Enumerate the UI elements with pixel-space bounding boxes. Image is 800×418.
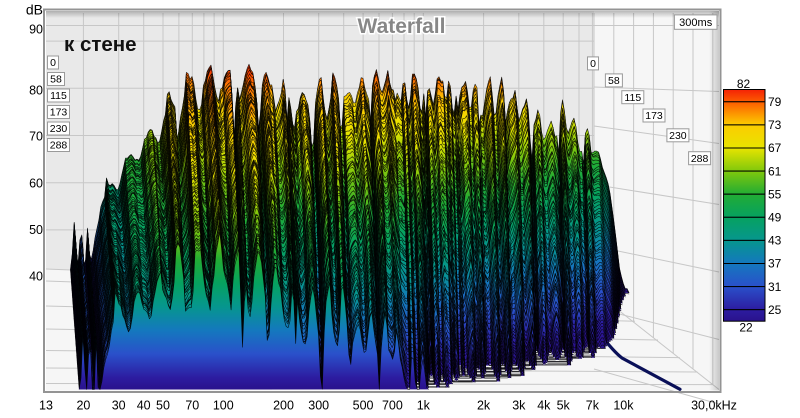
svg-text:58: 58 <box>50 74 62 86</box>
svg-text:2k: 2k <box>477 398 491 412</box>
svg-text:500: 500 <box>353 398 374 412</box>
svg-text:90: 90 <box>29 23 43 37</box>
svg-text:115: 115 <box>624 92 641 104</box>
svg-text:20: 20 <box>76 398 90 412</box>
svg-text:40: 40 <box>29 269 43 283</box>
svg-text:288: 288 <box>50 140 68 152</box>
svg-text:115: 115 <box>50 90 67 102</box>
svg-text:230: 230 <box>50 123 68 135</box>
svg-text:30,0kHz: 30,0kHz <box>691 398 737 412</box>
svg-text:0: 0 <box>50 57 56 69</box>
svg-text:50: 50 <box>156 398 170 412</box>
svg-text:43: 43 <box>768 234 782 248</box>
svg-text:100: 100 <box>213 398 234 412</box>
svg-text:25: 25 <box>768 303 782 317</box>
svg-text:173: 173 <box>50 107 68 119</box>
svg-text:50: 50 <box>29 223 43 237</box>
svg-text:40: 40 <box>137 398 151 412</box>
svg-text:13: 13 <box>39 398 53 412</box>
svg-text:3k: 3k <box>512 398 526 412</box>
svg-text:173: 173 <box>645 110 663 122</box>
svg-text:Waterfall: Waterfall <box>358 15 446 38</box>
svg-text:70: 70 <box>185 398 199 412</box>
svg-text:60: 60 <box>29 176 43 190</box>
svg-text:200: 200 <box>273 398 294 412</box>
svg-text:4k: 4k <box>537 398 551 412</box>
svg-text:dB: dB <box>26 2 43 18</box>
svg-text:700: 700 <box>382 398 403 412</box>
svg-text:7k: 7k <box>586 398 600 412</box>
svg-text:10k: 10k <box>613 398 634 412</box>
svg-text:288: 288 <box>691 153 709 165</box>
svg-text:55: 55 <box>768 187 782 201</box>
svg-text:37: 37 <box>768 257 782 271</box>
svg-text:31: 31 <box>768 280 782 294</box>
svg-text:79: 79 <box>768 95 782 109</box>
svg-text:49: 49 <box>768 211 782 225</box>
svg-text:5k: 5k <box>557 398 571 412</box>
svg-text:300: 300 <box>308 398 329 412</box>
svg-text:61: 61 <box>768 164 782 178</box>
svg-text:67: 67 <box>768 141 782 155</box>
svg-text:0: 0 <box>590 58 596 70</box>
svg-text:22: 22 <box>739 321 753 335</box>
svg-text:30: 30 <box>112 398 126 412</box>
svg-text:к стене: к стене <box>64 33 137 56</box>
svg-text:73: 73 <box>768 118 782 132</box>
svg-text:230: 230 <box>669 130 687 142</box>
svg-text:82: 82 <box>737 77 751 91</box>
svg-text:58: 58 <box>608 75 620 87</box>
svg-text:1k: 1k <box>417 398 431 412</box>
svg-text:300ms: 300ms <box>679 17 713 29</box>
svg-text:70: 70 <box>29 129 43 143</box>
svg-text:80: 80 <box>29 83 43 97</box>
